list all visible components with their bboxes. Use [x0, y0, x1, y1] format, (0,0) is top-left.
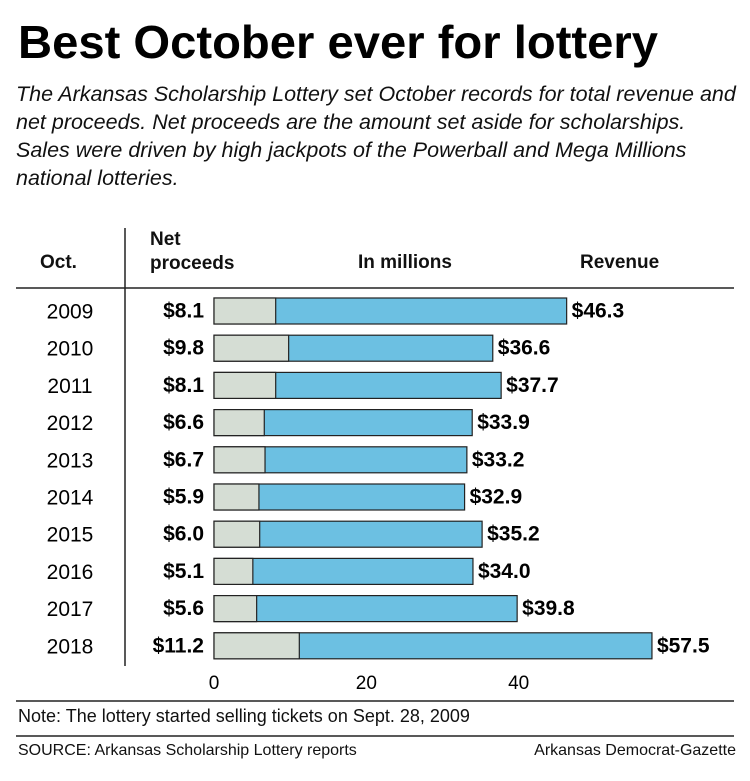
x-tick-label: 40: [508, 673, 529, 694]
net-label: $6.0: [163, 523, 204, 546]
net-bar: [213, 371, 277, 399]
legend-revenue: Revenue: [580, 252, 660, 273]
chart-title: Best October ever for lottery: [18, 16, 658, 68]
x-tick-label: 20: [356, 673, 377, 694]
revenue-label: $34.0: [478, 560, 531, 583]
net-bar: [213, 409, 265, 437]
net-label: $8.1: [163, 300, 204, 323]
revenue-label: $37.7: [506, 374, 559, 397]
note: Note: The lottery started selling ticket…: [18, 706, 470, 726]
revenue-label: $32.9: [470, 486, 523, 509]
credit: Arkansas Democrat-Gazette: [534, 742, 736, 759]
net-bar: [213, 594, 258, 623]
subtitle: The Arkansas Scholarship Lottery set Oct…: [16, 82, 736, 190]
category-label: 2013: [47, 449, 94, 472]
net-label: $6.6: [163, 411, 204, 434]
category-label: 2009: [47, 301, 94, 324]
revenue-label: $57.5: [657, 634, 710, 657]
net-bar: [213, 446, 266, 474]
category-label: 2011: [47, 375, 92, 398]
category-label: 2012: [47, 412, 94, 435]
net-label: $5.1: [163, 560, 204, 583]
category-label: 2015: [47, 524, 94, 547]
net-label: $5.6: [163, 597, 204, 620]
axis-label: In millions: [358, 252, 452, 273]
net-bar: [213, 334, 290, 362]
legend-net: Net proceeds: [150, 229, 235, 274]
net-label: $8.1: [163, 374, 204, 397]
net-label: $5.9: [163, 486, 204, 509]
net-bar: [213, 557, 254, 586]
x-tick-label: 0: [209, 673, 220, 694]
revenue-bar: [213, 594, 518, 623]
category-label: 2018: [47, 635, 94, 658]
category-label: 2010: [47, 338, 94, 361]
category-header: Oct.: [40, 252, 77, 273]
category-label: 2017: [47, 598, 94, 621]
revenue-label: $33.9: [477, 411, 530, 434]
net-bar: [213, 297, 277, 325]
revenue-label: $46.3: [572, 300, 625, 323]
revenue-bar: [213, 557, 474, 586]
net-bar: [213, 483, 260, 511]
net-label: $9.8: [163, 337, 204, 360]
source: SOURCE: Arkansas Scholarship Lottery rep…: [18, 742, 357, 759]
revenue-label: $39.8: [522, 597, 575, 620]
revenue-label: $35.2: [487, 523, 540, 546]
revenue-label: $36.6: [498, 337, 551, 360]
net-bar: [213, 632, 300, 660]
category-label: 2014: [47, 487, 94, 510]
net-label: $6.7: [163, 448, 204, 471]
net-label: $11.2: [153, 634, 204, 657]
revenue-label: $33.2: [472, 448, 525, 471]
net-bar: [213, 520, 261, 548]
category-label: 2016: [47, 561, 94, 584]
